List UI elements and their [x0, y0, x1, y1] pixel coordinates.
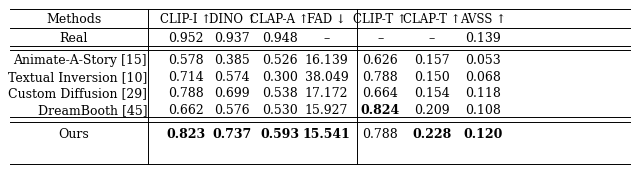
Text: 0.139: 0.139: [465, 32, 501, 45]
Text: 0.788: 0.788: [168, 87, 204, 100]
Text: 0.530: 0.530: [262, 104, 298, 117]
Text: Ours: Ours: [58, 128, 89, 141]
Text: CLIP-I ↑: CLIP-I ↑: [160, 13, 211, 26]
Text: FAD ↓: FAD ↓: [307, 13, 346, 26]
Text: 0.714: 0.714: [168, 71, 204, 84]
Text: 0.699: 0.699: [214, 87, 250, 100]
Text: 0.824: 0.824: [360, 104, 400, 117]
Text: 0.937: 0.937: [214, 32, 250, 45]
Text: 0.578: 0.578: [168, 54, 204, 67]
Text: 0.788: 0.788: [362, 71, 398, 84]
Text: Animate-A-Story [15]: Animate-A-Story [15]: [13, 54, 147, 67]
Text: 0.526: 0.526: [262, 54, 298, 67]
Text: 0.948: 0.948: [262, 32, 298, 45]
Text: CLAP-T ↑: CLAP-T ↑: [403, 13, 461, 26]
Text: 0.574: 0.574: [214, 71, 250, 84]
Text: 0.823: 0.823: [166, 128, 205, 141]
Text: 0.662: 0.662: [168, 104, 204, 117]
Text: 0.626: 0.626: [362, 54, 398, 67]
Text: 0.154: 0.154: [414, 87, 450, 100]
Text: Textual Inversion [10]: Textual Inversion [10]: [8, 71, 147, 84]
Text: 0.157: 0.157: [414, 54, 450, 67]
Text: 16.139: 16.139: [305, 54, 348, 67]
Text: 0.538: 0.538: [262, 87, 298, 100]
Text: 0.664: 0.664: [362, 87, 398, 100]
Text: 0.108: 0.108: [465, 104, 501, 117]
Text: 0.593: 0.593: [260, 128, 299, 141]
Text: 0.576: 0.576: [214, 104, 250, 117]
Text: DreamBooth [45]: DreamBooth [45]: [38, 104, 147, 117]
Text: 0.150: 0.150: [414, 71, 450, 84]
Text: DINO ↑: DINO ↑: [209, 13, 256, 26]
Text: –: –: [429, 32, 435, 45]
Text: 15.541: 15.541: [303, 128, 350, 141]
Text: 15.927: 15.927: [305, 104, 348, 117]
Text: 17.172: 17.172: [305, 87, 348, 100]
Text: 0.053: 0.053: [465, 54, 501, 67]
Text: 0.300: 0.300: [262, 71, 298, 84]
Text: 0.120: 0.120: [463, 128, 503, 141]
Text: CLAP-A ↑: CLAP-A ↑: [250, 13, 309, 26]
Text: 0.952: 0.952: [168, 32, 204, 45]
Text: 0.737: 0.737: [212, 128, 252, 141]
Text: 0.068: 0.068: [465, 71, 501, 84]
Text: 0.209: 0.209: [414, 104, 450, 117]
Text: –: –: [323, 32, 330, 45]
Text: –: –: [377, 32, 383, 45]
Text: 38.049: 38.049: [305, 71, 348, 84]
Text: Real: Real: [60, 32, 88, 45]
Text: 0.228: 0.228: [412, 128, 452, 141]
Text: 0.118: 0.118: [465, 87, 501, 100]
Text: Methods: Methods: [46, 13, 101, 26]
Text: Custom Diffusion [29]: Custom Diffusion [29]: [8, 87, 147, 100]
Text: AVSS ↑: AVSS ↑: [460, 13, 506, 26]
Text: 0.788: 0.788: [362, 128, 398, 141]
Text: CLIP-T ↑: CLIP-T ↑: [353, 13, 407, 26]
Text: 0.385: 0.385: [214, 54, 250, 67]
